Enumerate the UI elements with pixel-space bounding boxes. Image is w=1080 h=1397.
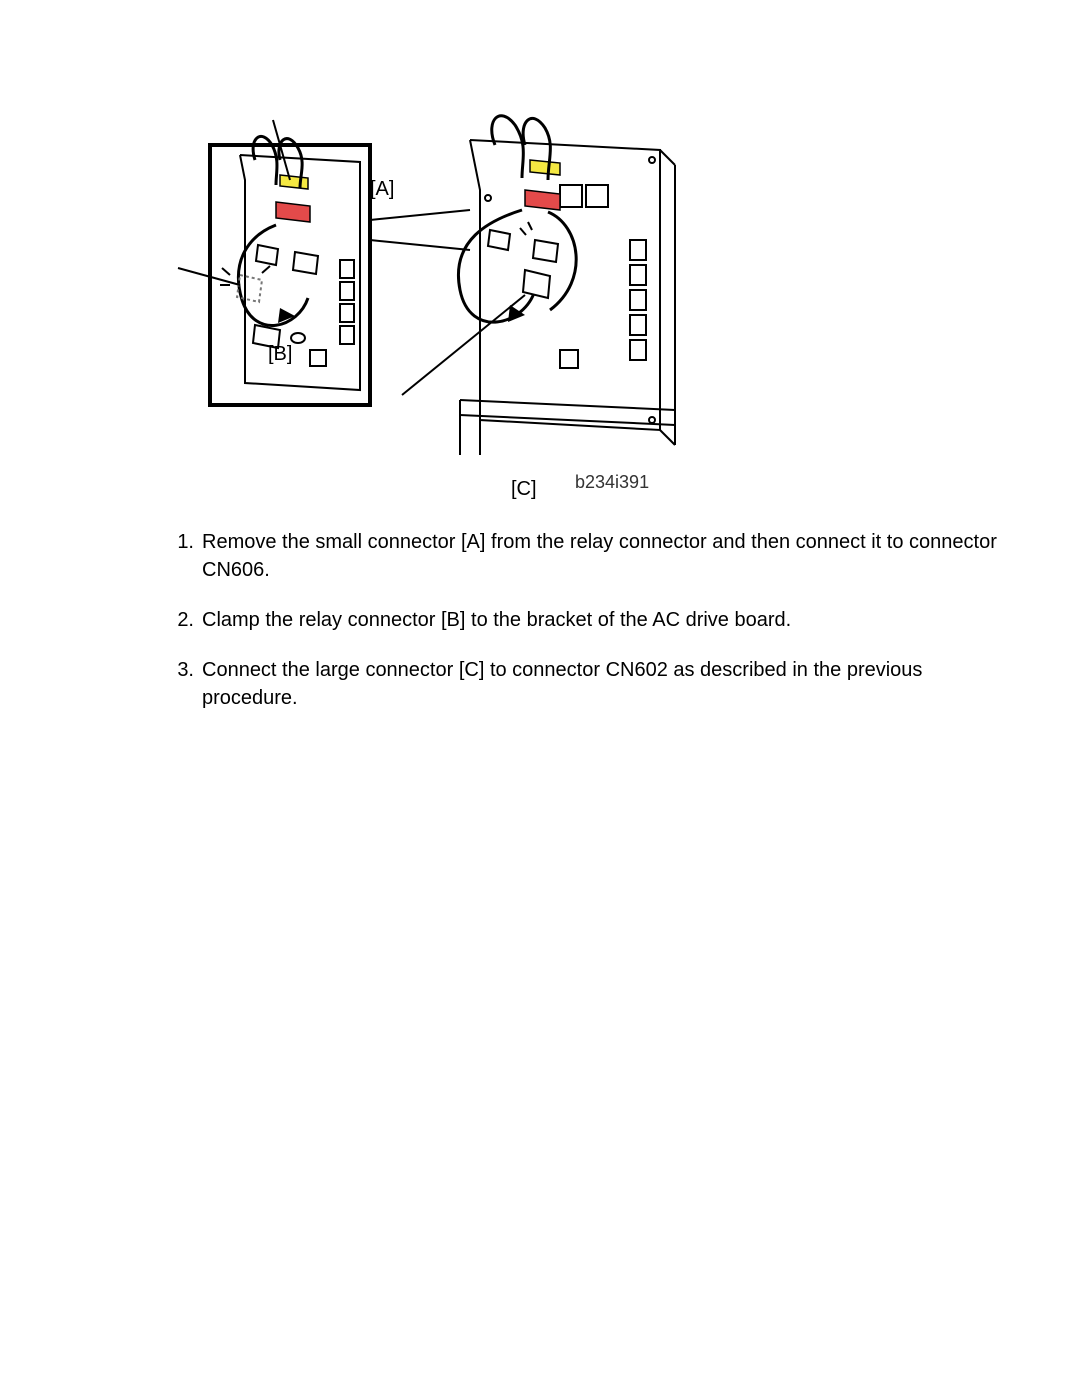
procedure-step: 1. Remove the small connector [A] from t… [160,528,1000,584]
step-text: Connect the large connector [C] to conne… [202,656,1000,712]
procedure-step: 3. Connect the large connector [C] to co… [160,656,1000,712]
diagram-svg [130,90,690,470]
page: [A] [B] [C] [0,0,1080,1397]
callout-label-b: [B] [268,343,292,366]
callout-label-c: [C] [511,478,537,501]
step-text: Clamp the relay connector [B] to the bra… [202,606,1000,634]
step-text: Remove the small connector [A] from the … [202,528,1000,584]
step-number: 2. [160,606,194,634]
technical-diagram: [A] [B] [C] [130,90,690,470]
figure-reference-code: b234i391 [575,472,649,493]
procedure-step: 2. Clamp the relay connector [B] to the … [160,606,1000,634]
step-number: 1. [160,528,194,556]
step-number: 3. [160,656,194,684]
callout-label-a: [A] [370,178,394,201]
procedure-steps-list: 1. Remove the small connector [A] from t… [120,528,1000,734]
